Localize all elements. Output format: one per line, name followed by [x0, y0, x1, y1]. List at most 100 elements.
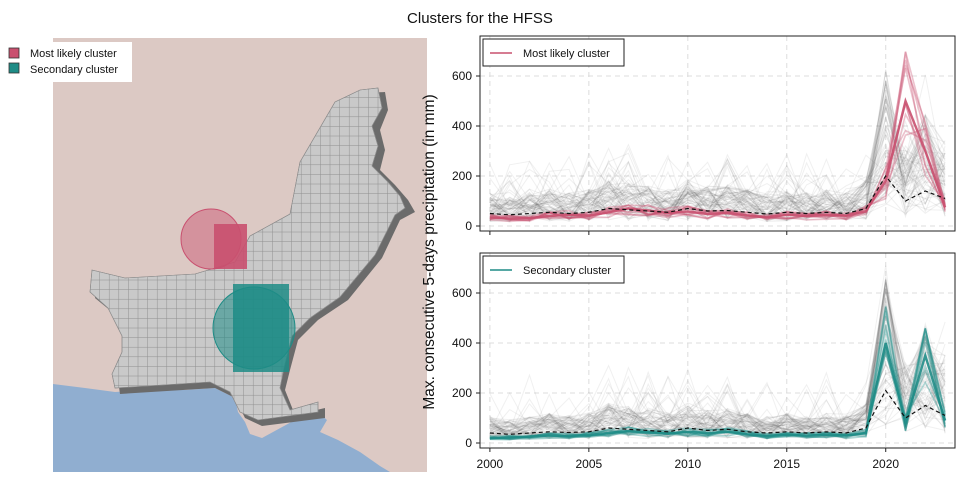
background-series-line	[489, 149, 946, 222]
background-series-line	[489, 145, 946, 221]
background-series-line	[489, 114, 946, 221]
x-tick-label: 2005	[576, 457, 603, 471]
background-series-line	[489, 137, 946, 217]
background-series-line	[489, 80, 946, 218]
background-series-line	[489, 288, 946, 441]
background-series-line	[489, 276, 946, 438]
background-series-line	[489, 106, 946, 222]
background-series-line	[489, 277, 946, 439]
background-series-line	[489, 283, 946, 439]
background-series-line	[489, 114, 946, 218]
cluster-main-line	[489, 342, 947, 440]
background-series-line	[489, 282, 946, 439]
map-panel: Most likely cluster Secondary cluster	[4, 38, 427, 472]
background-series-line	[489, 313, 946, 436]
y-tick-label: 0	[465, 436, 472, 450]
background-series-line	[489, 95, 946, 218]
background-series-line	[489, 291, 946, 439]
background-series-line	[489, 307, 946, 440]
background-series-line	[489, 301, 946, 439]
background-series-line	[489, 369, 946, 439]
background-series-line	[489, 361, 946, 439]
background-series-line	[489, 303, 946, 437]
background-series-line	[489, 279, 946, 440]
map-legend: Most likely cluster Secondary cluster	[4, 42, 132, 82]
background-series-line	[489, 161, 946, 218]
chart-legend: Most likely cluster	[482, 38, 625, 67]
background-series-line	[489, 98, 946, 222]
background-series-line	[489, 161, 946, 221]
background-series-line	[489, 98, 946, 223]
background-series-line	[489, 107, 946, 220]
background-series-line	[489, 138, 946, 220]
background-series-line	[489, 328, 946, 438]
background-series-line	[489, 394, 946, 437]
background-series-line	[489, 291, 946, 439]
legend-label-secondary: Secondary cluster	[30, 64, 118, 76]
background-series-line	[489, 327, 946, 439]
background-series-line	[489, 156, 946, 217]
background-series-line	[489, 145, 946, 221]
background-series-line	[489, 325, 946, 440]
background-series-line	[489, 100, 946, 221]
background-series-line	[489, 361, 946, 439]
background-series-line	[489, 98, 946, 223]
grid	[480, 253, 955, 448]
background-series-line	[489, 83, 946, 221]
background-series-line	[489, 352, 946, 439]
y-axis-label: Max. consecutive 5-days precipitation (i…	[421, 94, 438, 409]
background-series-line	[489, 145, 946, 219]
background-series-line	[489, 297, 946, 438]
legend-label-most-likely: Most likely cluster	[30, 48, 117, 60]
background-series-line	[489, 118, 946, 222]
background-series-line	[489, 288, 946, 439]
background-series-line	[489, 282, 946, 437]
background-series-line	[489, 124, 946, 220]
background-series-line	[489, 112, 946, 220]
figure-title: Clusters for the HFSS	[407, 10, 553, 27]
secondary-cluster-circle	[212, 286, 296, 370]
background-series-line	[489, 315, 946, 440]
plot-frame	[479, 252, 956, 449]
legend-swatch-secondary	[8, 62, 20, 74]
map-legend-background	[4, 42, 132, 82]
background-series-line	[489, 94, 946, 221]
y-tick-label: 200	[452, 169, 472, 183]
background-series-line	[489, 128, 946, 221]
background-series-line	[489, 69, 946, 221]
background-series-line	[489, 167, 946, 220]
background-series-line	[489, 333, 946, 440]
x-tick-label: 2020	[872, 457, 899, 471]
background-series-line	[489, 150, 946, 220]
chart-legend-label: Secondary cluster	[523, 265, 611, 277]
chart-legend: Secondary cluster	[482, 255, 625, 284]
background-series-line	[489, 335, 946, 439]
y-tick-label: 600	[452, 286, 472, 300]
background-series-line	[489, 166, 946, 219]
x-tick-label: 2010	[674, 457, 701, 471]
background-series-line	[489, 105, 946, 221]
background-series-line	[489, 373, 946, 440]
background-series-line	[489, 349, 946, 440]
background-series-line	[489, 342, 946, 438]
legend-swatch-most-likely	[8, 47, 20, 59]
background-series-line	[489, 315, 946, 439]
y-tick-label: 200	[452, 386, 472, 400]
background-series-line	[489, 113, 946, 222]
background-series-line	[489, 155, 946, 220]
plot-background	[480, 36, 955, 231]
background-series-line	[489, 291, 946, 433]
background-series-line	[489, 265, 946, 440]
chart-panel-bottom: 0 200 400 600 2000 2005 2010 2015 2020 Secondary …	[452, 252, 956, 471]
background-series-line	[489, 119, 946, 221]
y-tick-label: 400	[452, 119, 472, 133]
background-series-line	[489, 299, 946, 439]
background-series-line	[489, 103, 946, 220]
chart-panel-top: 0 200 400 600 Most likely cluster	[452, 35, 956, 235]
background-series-line	[489, 370, 946, 440]
cluster-main-line	[489, 97, 947, 220]
background-series-line	[489, 366, 946, 438]
background-series-line	[489, 282, 946, 439]
x-tick-label: 2015	[773, 457, 800, 471]
